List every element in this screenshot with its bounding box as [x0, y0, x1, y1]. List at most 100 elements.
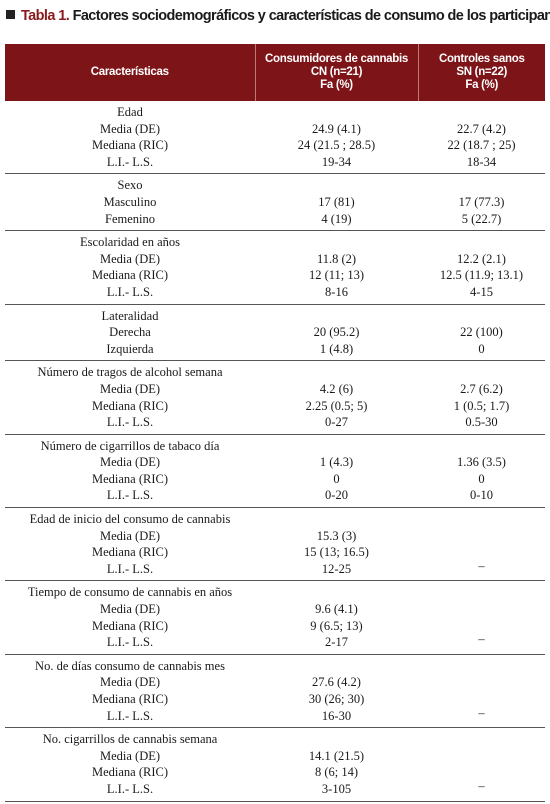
cn-value: 9.6 (4.1)	[315, 602, 358, 617]
section-label: Tiempo de consumo de cannabis en años	[27, 585, 233, 600]
row-label: Femenino	[105, 211, 155, 226]
sn-value: –	[478, 778, 485, 793]
section-label: Lateralidad	[101, 308, 159, 323]
row-label: Media (DE)	[99, 528, 161, 543]
section-label: Sexo	[117, 178, 143, 193]
section-header-row: Tiempo de consumo de cannabis en años	[5, 581, 545, 601]
row-label: L.I.- L.S.	[106, 781, 154, 796]
cell	[255, 508, 418, 528]
cn-value: 12 (11; 13)	[308, 268, 365, 283]
cell	[418, 231, 545, 251]
data-row: Mediana (RIC) 0 0	[5, 471, 545, 488]
row-label: Media (DE)	[99, 675, 161, 690]
row-label: Mediana (RIC)	[91, 692, 169, 706]
data-row: Mediana (RIC) 12 (11; 13) 12.5 (11.9; 13.1…	[5, 267, 545, 284]
section: No. cigarrillos de cannabis semana Media …	[5, 728, 545, 802]
section-header-row: No. cigarrillos de cannabis semana	[5, 728, 545, 748]
data-row: L.I.- L.S. 2-17	[5, 634, 545, 654]
data-row: Derecha 20 (95.2) 22 (100)	[5, 324, 545, 341]
cn-value: 24 (21.5 ; 28.5)	[297, 138, 376, 153]
sn-value: 12.5 (11.9; 13.1)	[439, 268, 524, 283]
row-label: Media (DE)	[99, 748, 161, 763]
row-label: Izquierda	[106, 341, 154, 356]
row-label: Mediana (RIC)	[91, 138, 169, 153]
section-label: Edad de inicio del consumo de cannabis	[29, 512, 231, 527]
cell	[418, 654, 545, 674]
data-row: L.I.- L.S. 8-16 4-15	[5, 284, 545, 304]
data-row: L.I.- L.S. 0-27 0.5-30	[5, 414, 545, 434]
section-header-row: Número de cigarrillos de tabaco día	[5, 434, 545, 454]
section: Edad Media (DE) 24.9 (4.1) 22.7 (4.2) Median…	[5, 101, 545, 174]
data-row: L.I.- L.S. 12-25	[5, 561, 545, 581]
row-label: Mediana (RIC)	[91, 618, 169, 633]
data-row: L.I.- L.S. 16-30	[5, 708, 545, 728]
column-header: Características	[5, 44, 255, 101]
section-label: Edad	[117, 105, 143, 119]
sn-value: 22 (100)	[460, 325, 503, 340]
title-text: Factores sociodemográficos y característ…	[72, 8, 550, 24]
data-row: Mediana (RIC) 24 (21.5 ; 28.5) 22 (18.7 ; …	[5, 137, 545, 154]
cell	[418, 581, 545, 601]
cell	[418, 304, 545, 324]
section: Edad de inicio del consumo de cannabis Me…	[5, 508, 545, 581]
data-row: L.I.- L.S. 0-20 0-10	[5, 487, 545, 507]
section: Escolaridad en años Media (DE) 11.8 (2) 12.…	[5, 231, 545, 305]
row-label: Mediana (RIC)	[91, 471, 169, 486]
data-row: Mediana (RIC) 9 (6.5; 13)	[5, 618, 545, 635]
sn-value: 22.7 (4.2)	[457, 121, 506, 136]
cn-value: 9 (6.5; 13)	[310, 618, 363, 633]
row-label: L.I.- L.S.	[106, 488, 154, 503]
cn-value: 17 (81)	[318, 194, 355, 209]
sn-value: 1.36 (3.5)	[457, 455, 506, 470]
table-header: Características Consumidores de cannabis C…	[5, 44, 545, 101]
section-header-row: Escolaridad en años	[5, 231, 545, 251]
cn-value: 8 (6; 14)	[314, 765, 359, 780]
header-line: SN (n=22)	[456, 66, 508, 78]
data-row: Media (DE) 27.6 (4.2) –	[5, 674, 545, 719]
cn-value: 14.1 (21.5)	[308, 748, 365, 763]
cn-value: 19-34	[321, 154, 352, 169]
title-square	[6, 10, 15, 19]
cell	[255, 581, 418, 601]
column-header: Controles sanos SN (n=22) Fa (%)	[417, 44, 545, 101]
sn-value: 18-34	[466, 154, 497, 169]
sn-value: 0	[478, 341, 485, 356]
row-label: Media (DE)	[99, 455, 161, 470]
row-label: Derecha	[109, 325, 151, 340]
cell	[418, 174, 545, 194]
sn-value: 0	[478, 471, 485, 486]
row-label: Mediana (RIC)	[91, 545, 169, 560]
column-header: Consumidores de cannabis CN (n=21) Fa (%)	[254, 44, 418, 101]
cn-value: 30 (26; 30)	[308, 692, 365, 706]
sn-value: 4-15	[470, 284, 493, 299]
data-row: Mediana (RIC) 8 (6; 14)	[5, 764, 545, 781]
row-label: Media (DE)	[99, 602, 161, 617]
row-label: Media (DE)	[99, 381, 161, 396]
sn-value: –	[478, 558, 485, 573]
row-label: L.I.- L.S.	[106, 635, 154, 650]
row-label: Mediana (RIC)	[91, 398, 169, 413]
sn-value: 12.2 (2.1)	[457, 251, 506, 266]
row-label: Media (DE)	[99, 121, 161, 136]
header-line: Consumidores de cannabis	[265, 53, 408, 65]
sn-value: 2.7 (6.2)	[460, 381, 503, 396]
cell	[255, 434, 418, 454]
cell	[418, 508, 545, 528]
header-line: Características	[90, 66, 169, 78]
data-row: L.I.- L.S. 19-34 18-34	[5, 154, 545, 174]
section: Número de tragos de alcohol semana Media …	[5, 361, 545, 435]
section-header-row: Edad	[5, 101, 545, 121]
cn-value: 11.8 (2)	[316, 251, 357, 266]
sn-value: 0-10	[470, 488, 493, 503]
cn-value: 4.2 (6)	[319, 381, 354, 396]
cn-value: 27.6 (4.2)	[312, 675, 361, 690]
header-line: Fa (%)	[320, 79, 353, 91]
data-row: Femenino 4 (19) 5 (22.7)	[5, 211, 545, 231]
cn-value: 12-25	[321, 561, 352, 576]
data-table: Características Consumidores de cannabis C…	[5, 44, 545, 802]
row-label: L.I.- L.S.	[106, 415, 154, 430]
table-title: Tabla 1. Factores sociodemográficos y ca…	[6, 8, 550, 24]
section-header-row: Número de tragos de alcohol semana	[5, 361, 545, 381]
cell	[418, 434, 545, 454]
